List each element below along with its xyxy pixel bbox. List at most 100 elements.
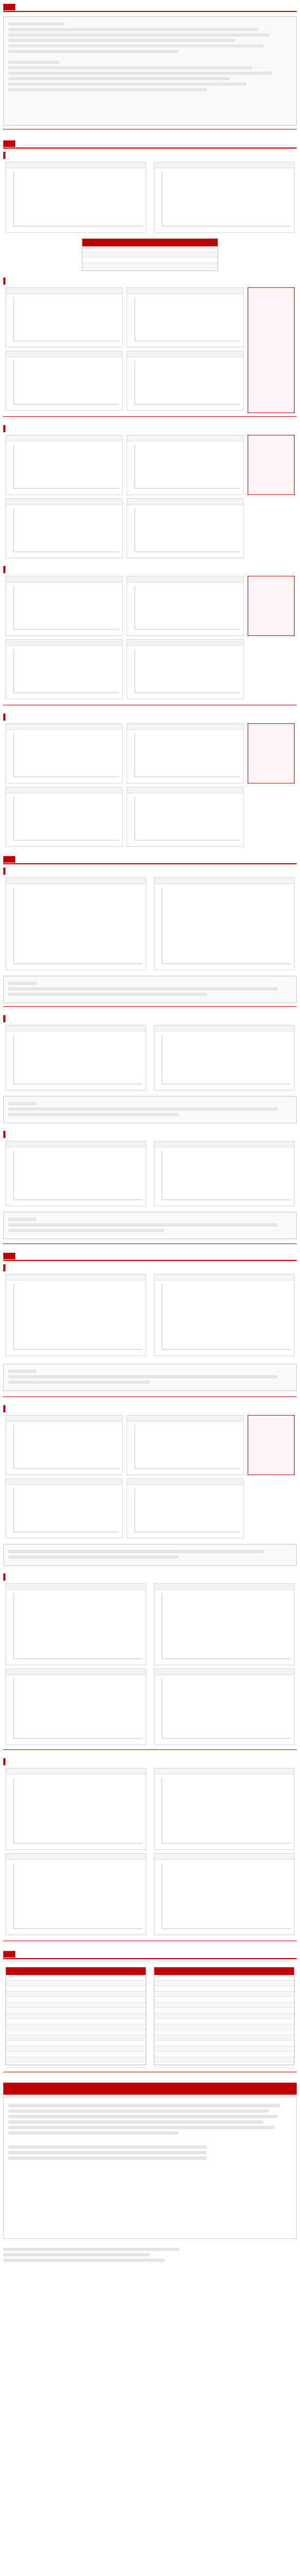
chart-title-bar <box>6 1584 146 1590</box>
table-row <box>154 2062 294 2068</box>
text-line <box>8 1550 263 1553</box>
chart-axes <box>161 1035 291 1084</box>
page-footer-rule <box>3 416 297 421</box>
line-chart <box>134 445 240 489</box>
chart-panel <box>5 1274 146 1356</box>
chart-panel <box>154 1141 295 1206</box>
chart-title-bar <box>127 787 243 793</box>
text-line <box>3 2253 150 2256</box>
commentary-box <box>3 1364 297 1391</box>
table-row <box>6 2019 146 2024</box>
text-line <box>8 88 207 91</box>
commentary-box <box>3 976 297 1003</box>
table-row <box>154 1991 294 1997</box>
chart-panel <box>127 1478 244 1538</box>
disclaimer-header <box>3 2083 297 2095</box>
chart-title-bar <box>154 162 294 168</box>
chart-axes <box>13 1151 142 1200</box>
chart-axes <box>13 1425 119 1469</box>
bar-chart <box>13 1593 142 1659</box>
line-chart <box>13 1035 142 1084</box>
subsection-header <box>3 1758 297 1765</box>
table-row <box>82 257 218 263</box>
subsection-header <box>3 714 297 721</box>
bar-line-chart <box>13 172 142 227</box>
chart-axes <box>134 733 240 777</box>
table-row <box>6 1991 146 1997</box>
chart-axes <box>13 887 142 964</box>
table-row <box>154 1997 294 2002</box>
line-chart <box>13 297 119 341</box>
chart-title-bar <box>6 288 122 294</box>
text-line <box>8 39 235 42</box>
table-row <box>154 1975 294 1980</box>
line-chart <box>134 797 240 841</box>
line-chart <box>134 1425 240 1469</box>
summary-table <box>82 238 218 271</box>
section-header <box>3 1252 297 1261</box>
text-line <box>8 1555 178 1559</box>
chart-axes <box>161 1284 291 1350</box>
chart-axes <box>134 1425 240 1469</box>
table-row <box>6 2008 146 2013</box>
chart-title-bar <box>127 499 243 505</box>
chart-axes <box>161 1151 291 1200</box>
chart-title-bar <box>6 1769 146 1775</box>
table-row <box>154 1980 294 1986</box>
chart-panel <box>5 639 123 699</box>
text-line <box>8 993 207 996</box>
text-line <box>8 50 178 53</box>
text-line <box>8 1218 37 1221</box>
text-line <box>8 1370 37 1373</box>
table-row <box>6 1980 146 1986</box>
chart-panel <box>127 723 244 783</box>
commentary-box <box>3 1212 297 1239</box>
chart-axes <box>134 297 240 341</box>
comment-box <box>248 723 295 783</box>
line-chart <box>13 733 119 777</box>
disclaimer-body <box>3 2097 297 2239</box>
table-row <box>154 2019 294 2024</box>
chart-title-bar <box>154 1275 294 1281</box>
line-chart <box>13 1678 142 1739</box>
chart-panel <box>127 639 244 699</box>
commentary-box <box>3 1096 297 1123</box>
table-row <box>6 2030 146 2035</box>
subsection-header <box>3 566 297 573</box>
section-number-badge <box>3 1951 15 1958</box>
section-number-badge <box>3 1253 15 1259</box>
line-chart <box>13 508 119 552</box>
subsection-header <box>3 1264 297 1271</box>
data-table <box>5 1967 146 2068</box>
chart-axes <box>134 508 240 552</box>
chart-panel <box>5 498 123 558</box>
chart-title-bar <box>154 878 294 884</box>
chart-title-bar <box>127 351 243 357</box>
chart-title-bar <box>6 1275 146 1281</box>
chart-title-bar <box>127 288 243 294</box>
chart-panel <box>5 1478 123 1538</box>
table-row <box>6 2057 146 2062</box>
chart-title-bar <box>6 640 122 646</box>
text-line <box>8 22 65 26</box>
table-row <box>6 2062 146 2068</box>
chart-title-bar <box>6 1479 122 1485</box>
disclaimer-title <box>3 2083 12 2090</box>
line-chart <box>13 445 119 489</box>
data-table <box>154 1967 295 2068</box>
chart-axes <box>13 361 119 405</box>
section-number-badge <box>3 856 15 863</box>
table-row <box>154 2013 294 2019</box>
chart-title-bar <box>127 576 243 582</box>
table-header <box>82 239 218 246</box>
page-footer-rule <box>3 1006 297 1011</box>
chart-axes <box>161 1778 291 1844</box>
chart-axes <box>13 1284 142 1350</box>
chart-axes <box>134 797 240 841</box>
line-chart <box>13 1284 142 1350</box>
chart-panel <box>127 1415 244 1475</box>
chart-panel <box>154 1583 295 1665</box>
chart-panel <box>5 1669 146 1745</box>
line-chart <box>161 1863 291 1929</box>
line-chart <box>13 797 119 841</box>
